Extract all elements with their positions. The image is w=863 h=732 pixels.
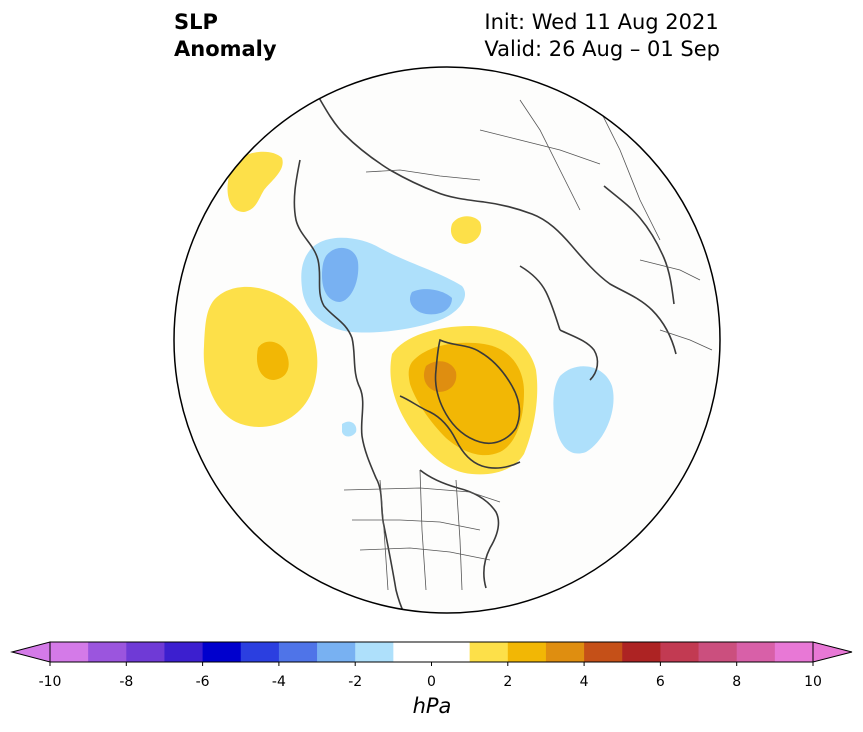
colorbar-cell [507,642,547,662]
colorbar-cell [698,642,738,662]
colorbar-cell [240,642,280,662]
init-date: Init: Wed 11 Aug 2021 [484,10,719,34]
anomaly-neg2-west [322,247,359,302]
colorbar-tick: 8 [732,674,742,690]
valid-range: Valid: 26 Aug – 01 Sep [484,37,720,61]
colorbar-cell [202,642,242,662]
colorbar-cell [736,642,776,662]
colorbar-cell [50,642,89,662]
colorbar-tick: -6 [195,674,210,690]
colorbar-tick: 4 [579,674,589,690]
title-anomaly: Anomaly [174,37,277,61]
anomaly-neg-small [342,421,357,437]
title-right: Init: Wed 11 Aug 2021 Valid: 26 Aug – 01… [484,9,720,63]
political-borders [343,99,713,591]
colorbar-cell [126,642,165,662]
colorbar-tick: 0 [427,674,436,690]
colorbar-cell [88,642,127,662]
colorbar-cell [545,642,585,662]
colorbar-tick: 2 [503,674,513,690]
colorbar-extend-low [10,641,51,663]
colorbar-tick: -8 [119,674,134,690]
colorbar-cell [622,642,661,662]
colorbar-cell [469,642,509,662]
colorbar-tick: -4 [271,674,286,690]
colorbar-tick: 10 [804,674,822,690]
anomaly-pos3-greenland [423,361,457,392]
colorbar-cell [317,642,356,662]
colorbar-unit-label: hPa [412,694,452,718]
colorbar-cell [774,642,814,662]
anomaly-pos2-pacific [256,341,289,380]
colorbar-extend-high [812,641,853,663]
colorbar-cell [584,642,623,662]
colorbar-cell [164,642,204,662]
polar-map [173,66,721,614]
title-left: SLP Anomaly [174,9,277,63]
anomaly-pos-siberia [450,216,482,244]
colorbar-tick: -2 [348,674,363,690]
colorbar-cell [660,642,700,662]
title-slp: SLP [174,10,218,34]
globe-outline [173,66,721,614]
colorbar-cell [431,642,471,662]
anomaly-pos-alaska-north [227,151,283,212]
anomaly-neg2-east [409,289,452,315]
colorbar-cell [278,642,318,662]
colorbar-cell [393,642,432,662]
colorbar-cell [355,642,394,662]
anomaly-neg-atlantic [553,366,614,454]
colorbar-tick: -10 [38,674,62,690]
colorbar-tick: 6 [655,674,665,690]
